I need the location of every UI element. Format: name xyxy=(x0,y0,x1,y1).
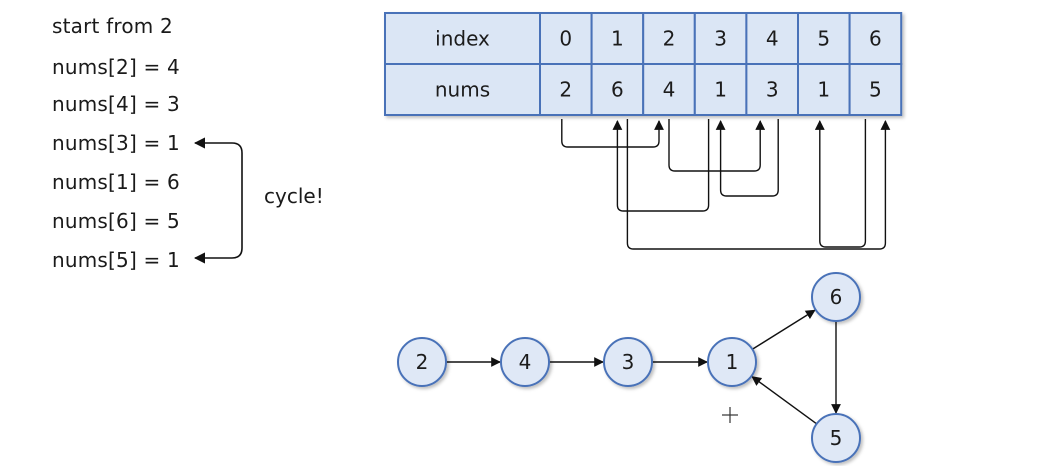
node-label: 5 xyxy=(830,426,843,450)
node-label: 4 xyxy=(519,350,532,374)
row-header-label: nums xyxy=(435,78,490,102)
node-label: 3 xyxy=(622,350,635,374)
graph-nodes: 2 4 3 1 6 5 xyxy=(397,272,861,463)
node-5: 5 xyxy=(811,413,861,463)
cell-nums-5: 1 xyxy=(797,63,851,116)
cell-value: 3 xyxy=(766,78,779,102)
cell-value: 4 xyxy=(766,27,779,51)
cursor-crosshair-icon xyxy=(722,407,738,423)
cycle-label: cycle! xyxy=(264,184,324,208)
pointer-arrow-0-to-2 xyxy=(561,119,664,148)
pointer-arrow-2-to-4 xyxy=(668,119,766,172)
cell-value: 5 xyxy=(869,78,882,102)
node-label: 6 xyxy=(830,285,843,309)
pointer-arrows xyxy=(561,119,891,250)
node-6: 6 xyxy=(811,272,861,322)
cell-value: 1 xyxy=(714,78,727,102)
pointer-arrow-1-to-6 xyxy=(626,119,891,250)
step-nums-1: nums[1] = 6 xyxy=(52,170,180,194)
cell-index-1: 1 xyxy=(590,12,645,65)
cell-nums-0: 2 xyxy=(539,63,593,116)
cell-index-6: 6 xyxy=(848,12,903,65)
cell-nums-3: 1 xyxy=(693,63,748,116)
pointer-arrow-3-to-1 xyxy=(612,119,710,212)
cell-index-2: 2 xyxy=(642,12,696,65)
row-header-index: index xyxy=(384,12,541,65)
cell-value: 1 xyxy=(817,78,830,102)
node-2: 2 xyxy=(397,337,447,387)
cell-nums-2: 4 xyxy=(642,63,696,116)
cell-value: 6 xyxy=(611,78,624,102)
step-nums-6: nums[6] = 5 xyxy=(52,209,180,233)
cell-value: 3 xyxy=(714,27,727,51)
edge-1-to-6 xyxy=(751,309,816,350)
cell-nums-4: 3 xyxy=(745,63,800,116)
cell-value: 2 xyxy=(663,27,676,51)
cycle-bracket xyxy=(193,137,243,264)
row-header-label: index xyxy=(435,27,490,51)
row-header-nums: nums xyxy=(384,63,541,116)
cell-index-5: 5 xyxy=(797,12,851,65)
traversal-steps: start from 2 nums[2] = 4 nums[4] = 3 num… xyxy=(0,0,340,290)
cell-index-4: 4 xyxy=(745,12,800,65)
step-nums-3: nums[3] = 1 xyxy=(52,131,180,155)
cell-value: 0 xyxy=(559,27,572,51)
node-4: 4 xyxy=(500,337,550,387)
edge-5-to-1 xyxy=(751,376,818,425)
array-table: index 0 1 2 3 4 5 6 nums 2 6 4 1 3 1 5 xyxy=(384,12,903,116)
graph-edges xyxy=(446,309,841,425)
pointer-arrow-6-to-5 xyxy=(814,119,867,248)
cell-value: 2 xyxy=(559,78,572,102)
cell-value: 5 xyxy=(817,27,830,51)
pointer-arrow-4-to-3 xyxy=(715,119,779,197)
cell-index-0: 0 xyxy=(539,12,593,65)
step-nums-4: nums[4] = 3 xyxy=(52,92,180,116)
step-start: start from 2 xyxy=(52,14,173,38)
node-label: 2 xyxy=(416,350,429,374)
cell-nums-1: 6 xyxy=(590,63,645,116)
cell-value: 4 xyxy=(663,78,676,102)
step-nums-5: nums[5] = 1 xyxy=(52,248,180,272)
cell-value: 1 xyxy=(611,27,624,51)
cell-nums-6: 5 xyxy=(848,63,903,116)
cell-index-3: 3 xyxy=(693,12,748,65)
step-nums-2: nums[2] = 4 xyxy=(52,55,180,79)
node-3: 3 xyxy=(603,337,653,387)
node-1: 1 xyxy=(707,337,757,387)
cell-value: 6 xyxy=(869,27,882,51)
node-label: 1 xyxy=(726,350,739,374)
